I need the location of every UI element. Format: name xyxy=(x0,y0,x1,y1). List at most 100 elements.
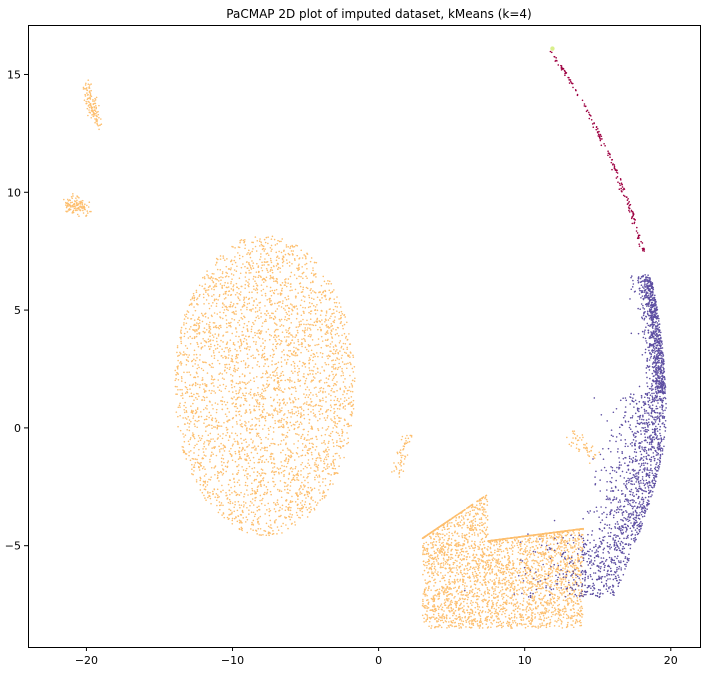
scatter-point-s0-r0-2820 xyxy=(319,326,321,329)
scatter-point-s0-r0-897 xyxy=(316,502,319,504)
scatter-point-s0-r0-1519 xyxy=(249,265,252,267)
scatter-point-s0-r0-762 xyxy=(298,488,300,491)
scatter-point-s0-r1-629 xyxy=(516,544,519,547)
scatter-point-s0-r0-1018 xyxy=(306,477,308,479)
scatter-point-s0-r0-302 xyxy=(198,359,201,361)
scatter-point-s0-r0-3083 xyxy=(273,371,275,373)
scatter-point-s0-r0-1008 xyxy=(315,386,317,389)
scatter-point-s0-r0-1010 xyxy=(233,490,236,493)
scatter-point-s0-r0-2792 xyxy=(283,481,286,484)
scatter-point-s0-r1-84 xyxy=(565,559,568,561)
scatter-point-s0-r0-664 xyxy=(269,509,272,512)
scatter-point-s0-r0-70 xyxy=(224,366,227,369)
scatter-point-s0-r0-1134 xyxy=(251,487,253,490)
scatter-point-s0-r0-2426 xyxy=(276,278,278,280)
scatter-point-s0-r1-397 xyxy=(479,554,482,556)
scatter-point-s0-r0-2390 xyxy=(280,374,282,377)
scatter-point-s0-r0-3052 xyxy=(217,511,220,514)
scatter-point-s0-r0-670 xyxy=(298,370,300,373)
scatter-point-s0-r0-519 xyxy=(189,374,192,376)
scatter-point-s0-r0-95 xyxy=(312,499,314,502)
scatter-point-s0-r0-1921 xyxy=(332,320,335,323)
scatter-point-s0-r0-1577 xyxy=(202,408,205,411)
scatter-point-s0-r1-181 xyxy=(528,598,530,601)
scatter-point-s0-r0-1252 xyxy=(265,486,268,488)
scatter-point-s0-r0-2966 xyxy=(308,503,311,506)
scatter-point-s0-r0-3304 xyxy=(308,419,311,421)
scatter-point-s0-r0-2650 xyxy=(256,240,259,242)
scatter-point-s0-r0-2332 xyxy=(327,408,330,411)
scatter-point-s0-r1-1116 xyxy=(471,622,473,624)
scatter-point-s0-r0-1470 xyxy=(209,321,211,324)
scatter-point-s0-r0-731 xyxy=(303,323,305,326)
scatter-point-s0-r0-1763 xyxy=(198,333,201,335)
scatter-point-s0-r0-779 xyxy=(266,285,268,288)
scatter-point-s0-r0-2023 xyxy=(306,386,309,388)
scatter-point-s0-r0-3120 xyxy=(299,502,302,504)
scatter-point-s0-r0-947 xyxy=(341,361,344,363)
scatter-point-s0-r0-1182 xyxy=(185,358,188,361)
scatter-point-s0-r0-702 xyxy=(193,358,195,361)
scatter-point-s0-r0-204 xyxy=(283,414,285,416)
scatter-point-s0-r0-371 xyxy=(239,455,241,458)
scatter-point-s0-r1-1360 xyxy=(490,594,493,597)
scatter-point-s0-r0-2828 xyxy=(256,518,259,520)
scatter-point-s0-r0-3228 xyxy=(259,484,262,486)
scatter-point-s0-r0-3026 xyxy=(245,261,248,263)
scatter-point-s0-r0-2550 xyxy=(256,348,258,351)
scatter-point-s0-r0-1660 xyxy=(190,360,193,363)
scatter-point-s0-r0-853 xyxy=(303,486,306,488)
scatter-point-s0-r0-2868 xyxy=(260,330,263,332)
scatter-point-s0-r0-3146 xyxy=(232,310,235,313)
scatter-point-s0-r0-1783 xyxy=(225,308,228,311)
scatter-point-s0-r1-302 xyxy=(498,577,501,579)
scatter-point-s0-r0-1983 xyxy=(178,354,180,357)
scatter-point-s0-r0-3005 xyxy=(258,481,260,483)
scatter-point-s0-r0-2370 xyxy=(271,371,274,373)
scatter-point-s0-r0-544 xyxy=(241,442,243,445)
scatter-point-s0-r0-1171 xyxy=(274,422,277,425)
scatter-point-s0-r0-1282 xyxy=(310,257,313,259)
scatter-point-s0-r0-1413 xyxy=(193,423,196,425)
scatter-point-s0-r0-104 xyxy=(250,493,252,496)
scatter-point-s0-r0-922 xyxy=(193,294,195,297)
scatter-point-s0-r0-229 xyxy=(238,299,241,301)
scatter-point-s0-r0-3209 xyxy=(174,369,177,372)
scatter-point-s0-r0-554 xyxy=(279,343,281,346)
scatter-point-s0-r0-2480 xyxy=(296,244,299,247)
scatter-point-s0-r0-3159 xyxy=(310,411,312,413)
scatter-point-s0-r0-2069 xyxy=(203,466,205,468)
scatter-point-s0-r1-534 xyxy=(513,591,516,594)
scatter-point-s0-r0-694 xyxy=(198,437,201,439)
scatter-point-s0-r0-3168 xyxy=(206,439,208,442)
scatter-point-s0-r0-2852 xyxy=(246,382,249,385)
scatter-point-s0-r0-171 xyxy=(336,444,338,447)
scatter-point-s0-r0-2953 xyxy=(242,340,245,343)
scatter-point-s0-r0-231 xyxy=(221,348,223,351)
scatter-point-s0-r0-2208 xyxy=(269,277,271,280)
scatter-point-s0-r0-547 xyxy=(185,322,188,325)
scatter-point-s0-r0-1136 xyxy=(222,504,224,507)
scatter-point-s0-r0-1150 xyxy=(209,332,212,334)
scatter-point-s0-r0-2627 xyxy=(228,363,231,366)
scatter-point-s0-r0-116 xyxy=(298,507,301,510)
scatter-point-s0-r0-2463 xyxy=(287,426,289,429)
scatter-point-s0-r1-776 xyxy=(543,554,546,557)
scatter-point-s0-r0-997 xyxy=(285,457,288,459)
scatter-point-s0-r0-3322 xyxy=(270,259,272,262)
scatter-point-s0-r0-719 xyxy=(195,324,198,327)
scatter-point-s0-r0-234 xyxy=(256,364,258,366)
scatter-point-s0-r1-22 xyxy=(527,587,530,590)
scatter-point-s0-r0-560 xyxy=(305,403,308,405)
scatter-point-s0-r0-2068 xyxy=(223,309,226,311)
scatter-point-s0-r0-2906 xyxy=(215,411,218,414)
scatter-point-s0-r0-3117 xyxy=(264,417,266,420)
scatter-point-s0-r0-3057 xyxy=(319,390,322,392)
scatter-point-s0-r0-799 xyxy=(314,306,317,308)
scatter-point-s0-r0-840 xyxy=(304,327,307,329)
scatter-point-s0-r0-123 xyxy=(253,380,256,383)
scatter-point-s0-r1-941 xyxy=(559,552,562,554)
scatter-point-s0-r0-2018 xyxy=(193,470,195,472)
scatter-point-s0-r0-1507 xyxy=(336,389,338,392)
scatter-point-s0-r0-631 xyxy=(322,460,325,463)
